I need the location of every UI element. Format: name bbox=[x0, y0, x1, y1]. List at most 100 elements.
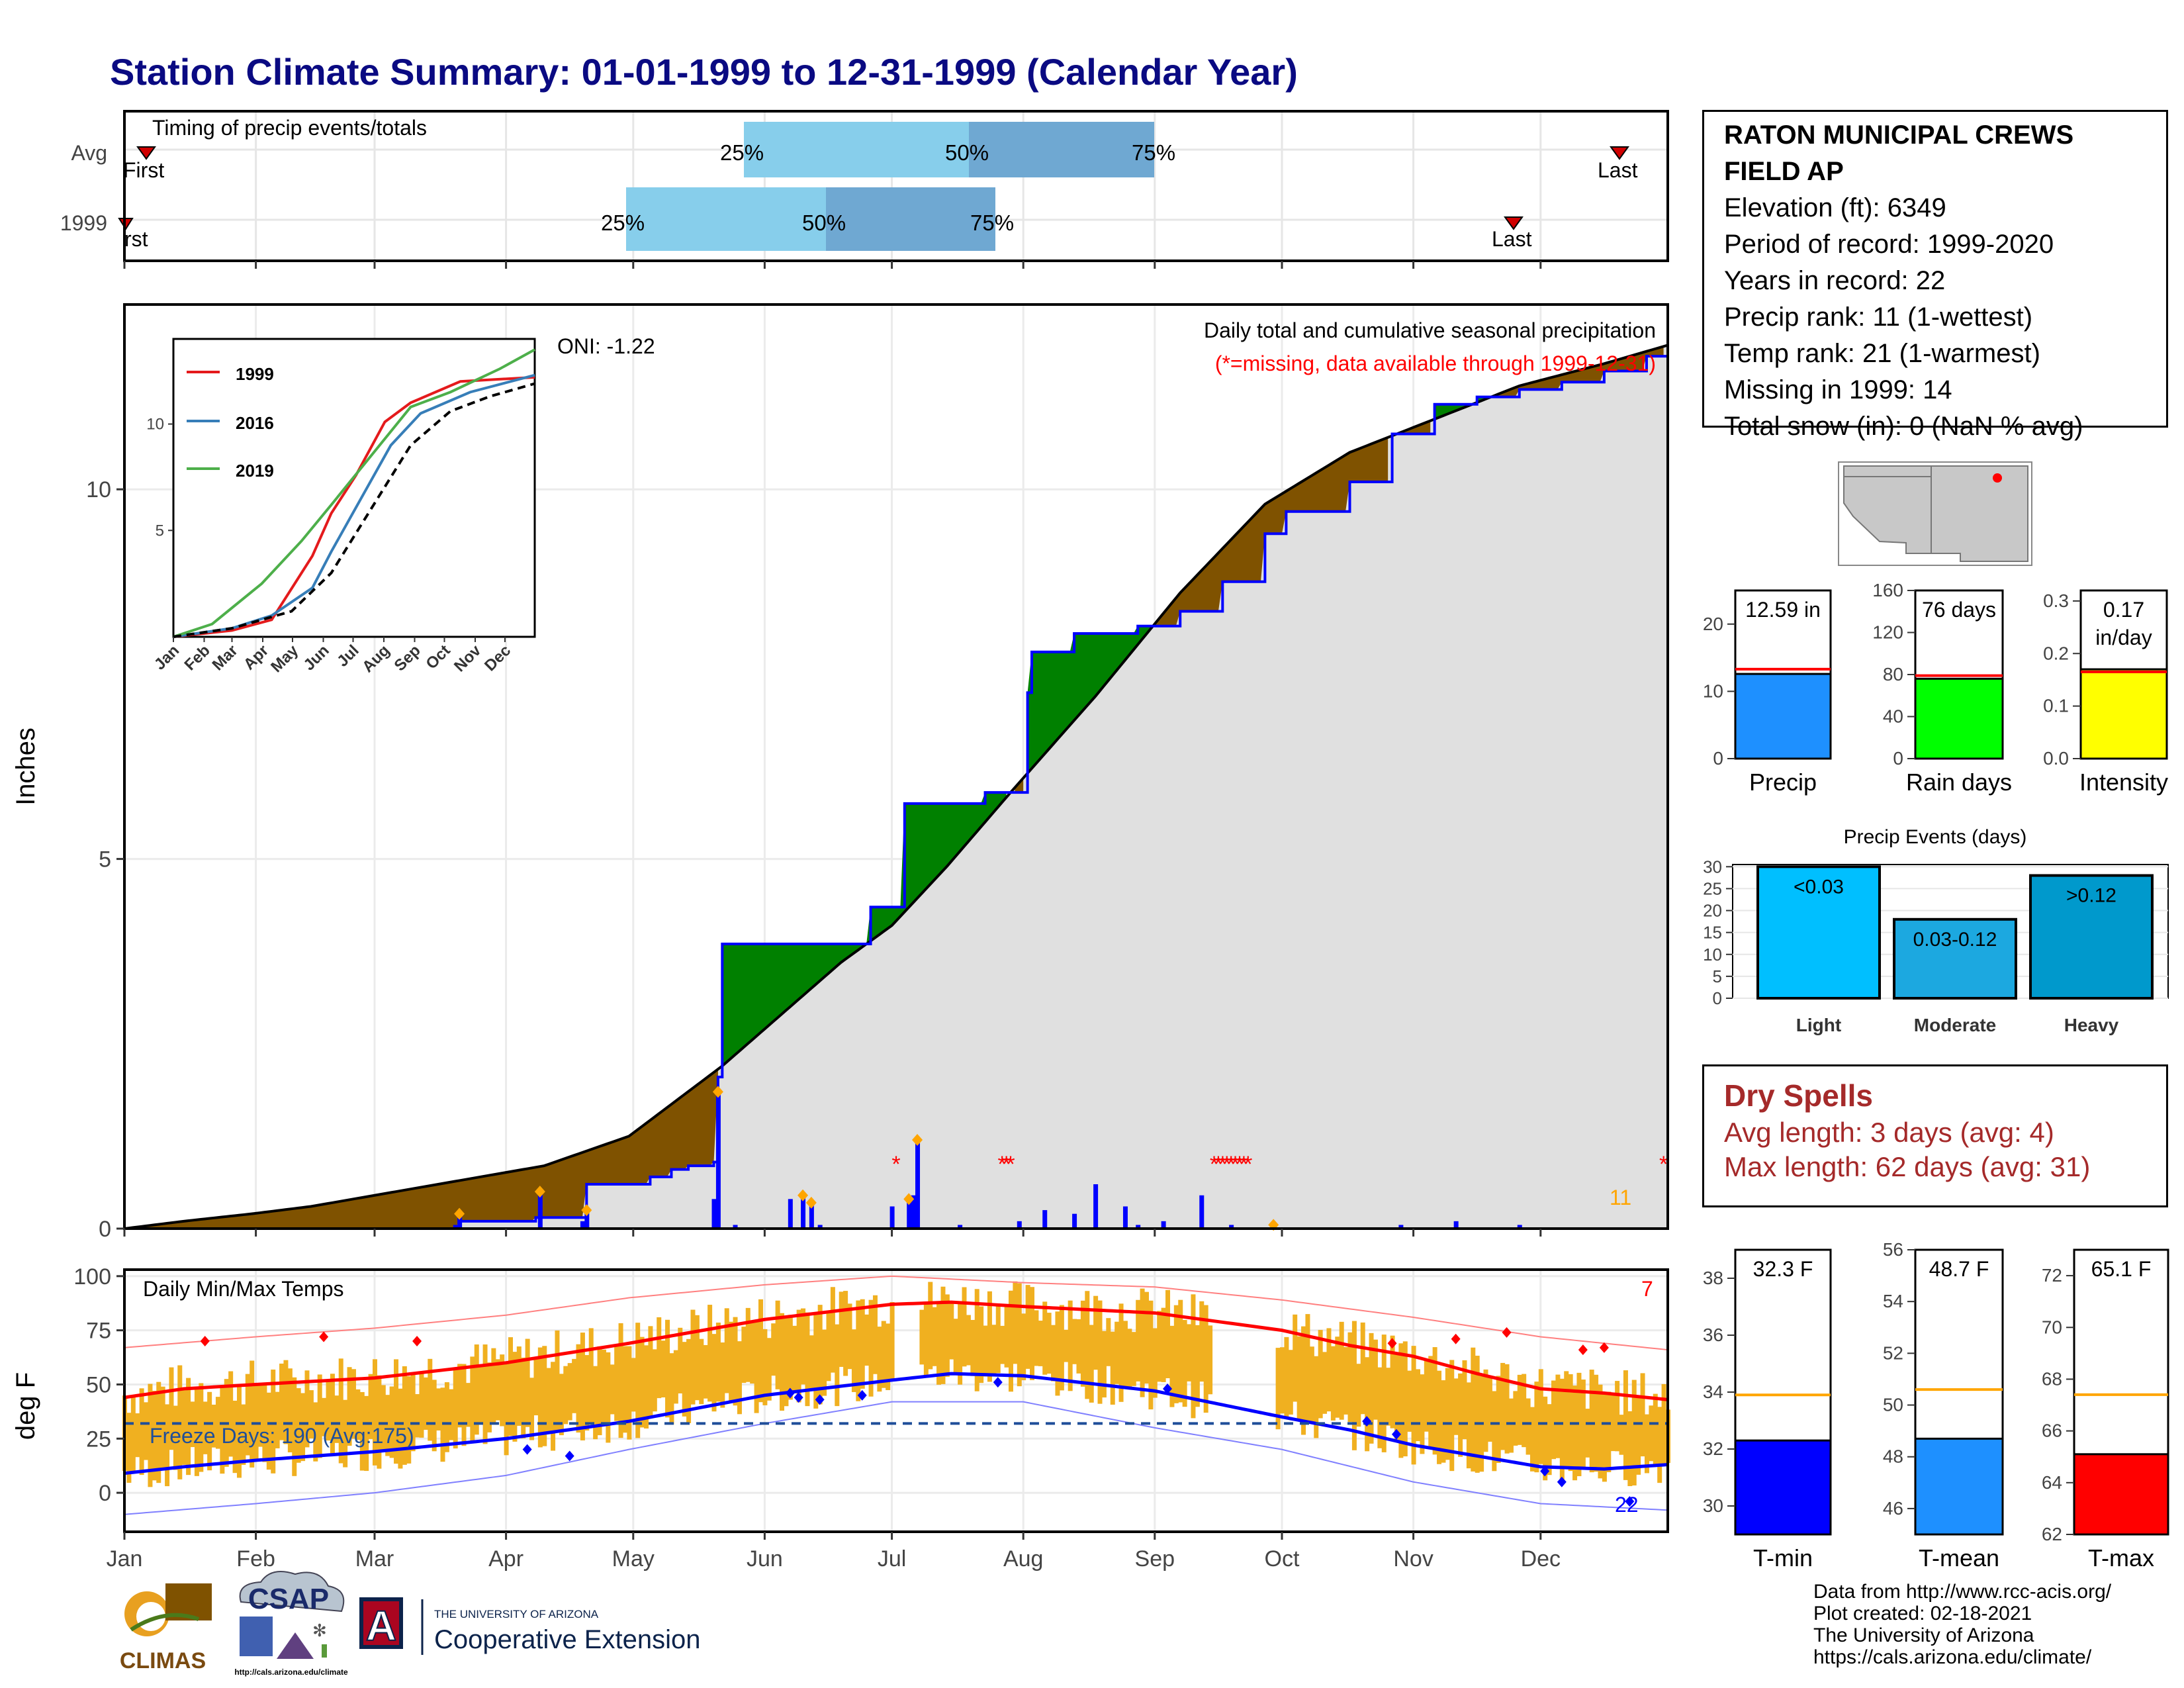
daily-temp-bar bbox=[1187, 1324, 1192, 1382]
daily-temp-bar bbox=[444, 1382, 449, 1452]
daily-temp-bar bbox=[762, 1329, 768, 1405]
dry-spells-avg: Avg length: 3 days (avg: 4) bbox=[1724, 1117, 2054, 1148]
daily-temp-bar bbox=[940, 1286, 946, 1384]
daily-temp-bar bbox=[406, 1376, 412, 1464]
daily-temp-bar bbox=[228, 1371, 234, 1457]
daily-temp-bar bbox=[347, 1367, 352, 1446]
month-tick: Sep bbox=[1135, 1546, 1175, 1571]
daily-temp-bar bbox=[245, 1374, 250, 1456]
daily-temp-bar bbox=[1199, 1301, 1205, 1382]
events-bar-label: <0.03 bbox=[1794, 876, 1844, 898]
ua-logo: A THE UNIVERSITY OF ARIZONA Cooperative … bbox=[359, 1597, 700, 1655]
precip-summary-y-tick: 10 bbox=[1703, 680, 1723, 701]
daily-temp-bar bbox=[572, 1358, 577, 1413]
tmin-summary-y-tick: 38 bbox=[1703, 1268, 1723, 1288]
rain-days-summary-y-tick: 160 bbox=[1872, 580, 1903, 600]
daily-temp-bar bbox=[1115, 1321, 1120, 1384]
daily-precip-bar bbox=[1229, 1225, 1234, 1229]
daily-temp-bar bbox=[754, 1321, 759, 1413]
station-precip-rank: Precip rank: 11 (1-wettest) bbox=[1724, 303, 2033, 332]
daily-temp-bar bbox=[1080, 1300, 1085, 1387]
daily-temp-bar bbox=[546, 1368, 551, 1432]
daily-temp-bar bbox=[1615, 1381, 1620, 1452]
daily-temp-bar bbox=[766, 1338, 772, 1401]
daily-temp-bar bbox=[1330, 1346, 1336, 1421]
daily-temp-bar bbox=[576, 1344, 581, 1433]
daily-temp-bar bbox=[584, 1355, 590, 1431]
temp-title: Daily Min/Max Temps bbox=[143, 1277, 343, 1301]
daily-precip-bar bbox=[817, 1225, 823, 1229]
daily-temp-bar bbox=[203, 1401, 208, 1454]
intensity-summary-value-label: in/day bbox=[2095, 626, 2152, 649]
daily-temp-bar bbox=[359, 1391, 365, 1471]
record-high-marker bbox=[1387, 1338, 1397, 1349]
inset-y-tick: 5 bbox=[156, 522, 164, 539]
daily-temp-bar bbox=[1110, 1331, 1115, 1405]
daily-temp-bar bbox=[491, 1348, 496, 1424]
daily-temp-bar bbox=[1471, 1347, 1476, 1472]
daily-precip-bar bbox=[911, 1195, 916, 1229]
daily-temp-bar bbox=[622, 1346, 627, 1433]
daily-temp-bar bbox=[1543, 1396, 1548, 1481]
daily-temp-bar bbox=[512, 1352, 518, 1442]
first-avg-label: First bbox=[123, 158, 164, 182]
daily-temp-bar bbox=[1398, 1343, 1404, 1458]
daily-temp-bar bbox=[673, 1350, 678, 1404]
timing-row-1999: 1999 bbox=[60, 211, 107, 235]
daily-precip-bar bbox=[453, 1225, 458, 1229]
events-bar bbox=[1893, 917, 2017, 1000]
missing-day-marker: * bbox=[1214, 1152, 1222, 1177]
csap-url: http://cals.arizona.edu/climate bbox=[234, 1667, 348, 1677]
timing-1999-q50: 50% bbox=[802, 211, 846, 235]
temp-y-tick: 0 bbox=[99, 1481, 111, 1506]
tmean-summary-y-tick: 56 bbox=[1883, 1239, 1903, 1260]
event-marker bbox=[903, 1193, 915, 1205]
daily-temp-bar bbox=[457, 1364, 463, 1428]
daily-temp-bar bbox=[733, 1317, 738, 1406]
rain-days-summary-value-label: 76 days bbox=[1922, 598, 1996, 622]
intensity-summary-y-tick: 0.2 bbox=[2043, 643, 2069, 663]
daily-temp-bar bbox=[436, 1388, 441, 1430]
daily-temp-bar bbox=[974, 1289, 979, 1391]
daily-temp-bar bbox=[1496, 1376, 1501, 1464]
tmean-summary-value-label: 48.7 F bbox=[1929, 1257, 1989, 1281]
inset-series-line bbox=[173, 375, 535, 638]
daily-temp-bar bbox=[156, 1382, 161, 1483]
daily-temp-bar bbox=[775, 1300, 780, 1389]
daily-temp-bar bbox=[423, 1377, 428, 1430]
daily-temp-bar bbox=[1390, 1335, 1395, 1429]
daily-temp-bar bbox=[389, 1386, 394, 1458]
daily-temp-bar bbox=[923, 1302, 929, 1376]
daily-temp-bar bbox=[232, 1400, 238, 1474]
daily-temp-bar bbox=[1275, 1348, 1281, 1430]
record-low-marker bbox=[1362, 1416, 1372, 1427]
daily-temp-bar bbox=[1046, 1313, 1052, 1374]
daily-temp-bar bbox=[877, 1327, 882, 1392]
daily-temp-bar bbox=[144, 1402, 149, 1460]
daily-temp-bar bbox=[1030, 1287, 1035, 1380]
daily-temp-bar bbox=[258, 1384, 263, 1447]
rain-days-summary-y-tick: 120 bbox=[1872, 622, 1903, 643]
month-tick: Nov bbox=[1393, 1546, 1433, 1571]
daily-temp-bar bbox=[1525, 1398, 1531, 1455]
daily-temp-bar bbox=[428, 1358, 433, 1441]
daily-temp-bar bbox=[152, 1391, 157, 1481]
daily-temp-bar bbox=[745, 1307, 751, 1382]
daily-temp-bar bbox=[750, 1321, 755, 1384]
daily-temp-bar bbox=[1169, 1325, 1175, 1407]
tmin-summary-value-bar bbox=[1734, 1439, 1832, 1536]
daily-temp-bar bbox=[851, 1329, 856, 1392]
daily-temp-bar bbox=[1072, 1319, 1077, 1364]
station-name-line2: FIELD AP bbox=[1724, 157, 1844, 186]
daily-temp-bar bbox=[1636, 1395, 1641, 1475]
dry-spells-max: Max length: 62 days (avg: 31) bbox=[1724, 1151, 2091, 1182]
daily-temp-bar bbox=[1462, 1360, 1467, 1440]
daily-temp-bar bbox=[1076, 1319, 1081, 1374]
daily-temp-bar bbox=[1394, 1352, 1399, 1440]
daily-temp-bar bbox=[1547, 1404, 1552, 1476]
daily-temp-bar bbox=[944, 1294, 950, 1377]
temp-y-tick: 75 bbox=[86, 1319, 111, 1344]
daily-precip-bar bbox=[1161, 1221, 1166, 1229]
daily-temp-bar bbox=[758, 1299, 763, 1403]
rain-days-summary-y-tick: 40 bbox=[1883, 706, 1903, 727]
